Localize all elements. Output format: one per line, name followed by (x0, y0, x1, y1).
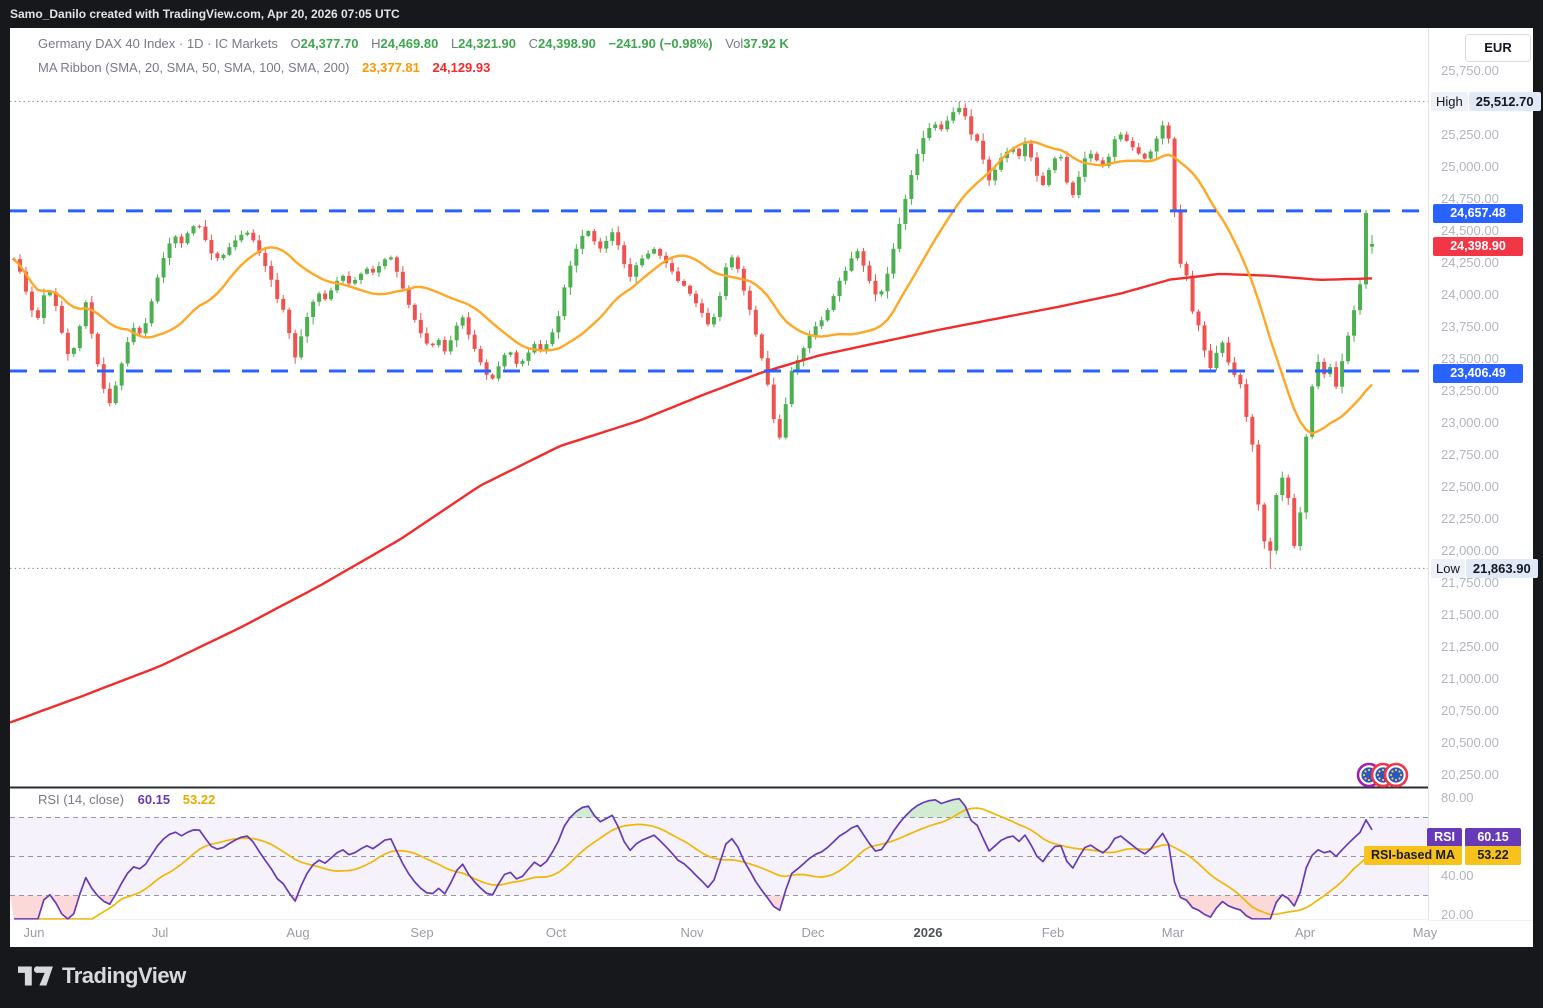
price-tick-label: 20,500.00 (1441, 735, 1499, 750)
low-price-marker: Low 21,863.90 (1431, 559, 1538, 579)
watermark-bar: Samo_Danilo created with TradingView.com… (0, 0, 1543, 28)
time-axis-label: Oct (545, 925, 567, 940)
sma20-value: 23,377.81 (362, 60, 420, 75)
price-tick-label: 25,250.00 (1441, 127, 1499, 142)
time-axis-label: Dec (801, 925, 825, 940)
rsi-ma-legend-value: 53.22 (182, 792, 216, 807)
time-axis-label: Apr (1294, 925, 1316, 940)
rsi-ma-name-chip: RSI-based MA (1363, 846, 1462, 866)
time-axis-label: Jun (23, 925, 45, 940)
close-value: 24,398.90 (538, 36, 596, 51)
currency-button[interactable]: EUR (1465, 34, 1531, 62)
symbol-title[interactable]: Germany DAX 40 Index · 1D · IC Markets (38, 36, 278, 51)
price-tick-label: 24,750.00 (1441, 191, 1499, 206)
price-axis[interactable]: EUR High 25,512.70 Low 21,863.90 24,657.48… (1428, 28, 1541, 922)
price-tick-label: 25,000.00 (1441, 159, 1499, 174)
high-price-marker: High 25,512.70 (1431, 92, 1541, 112)
volume-value: 37.92 K (743, 36, 789, 51)
price-tick-label: 21,750.00 (1441, 575, 1499, 590)
ma-ribbon-row: MA Ribbon (SMA, 20, SMA, 50, SMA, 100, S… (38, 58, 789, 82)
price-tick-label: 24,500.00 (1441, 223, 1499, 238)
rsi-legend-value: 60.15 (137, 792, 171, 807)
rsi-tick-label: 80.00 (1441, 790, 1474, 805)
rsi-tick-label: 20.00 (1441, 907, 1474, 922)
rsi-legend-title[interactable]: RSI (14, close) (38, 792, 124, 807)
ma-ribbon-label[interactable]: MA Ribbon (SMA, 20, SMA, 50, SMA, 100, S… (38, 60, 350, 75)
high-value: 24,469.80 (380, 36, 439, 51)
upper-level-price-label: 24,657.48 (1433, 203, 1523, 223)
time-axis-label: Sep (410, 925, 434, 940)
time-axis[interactable]: Jun Jul Aug Sep Oct Nov Dec 2026 Feb Mar Apr May (10, 920, 1437, 947)
tradingview-logo-icon (18, 966, 53, 986)
low-value: 24,321.90 (458, 36, 517, 51)
close-label: C (528, 36, 539, 51)
sma200-value: 24,129.93 (432, 60, 491, 75)
low-marker-value: 21,863.90 (1465, 559, 1538, 579)
price-tick-label: 22,500.00 (1441, 479, 1499, 494)
time-axis-label: Jul (151, 925, 169, 940)
price-tick-label: 21,500.00 (1441, 607, 1499, 622)
price-tick-label: 24,250.00 (1441, 255, 1499, 270)
time-axis-label: Nov (680, 925, 704, 940)
rsi-name-chip: RSI (1427, 827, 1462, 847)
symbol-row: Germany DAX 40 Index · 1D · IC Markets O… (38, 34, 789, 58)
price-tick-label: 23,000.00 (1441, 415, 1499, 430)
chart-plot-area[interactable] (10, 28, 1533, 947)
price-tick-label: 24,000.00 (1441, 287, 1499, 302)
price-tick-label: 20,750.00 (1441, 703, 1499, 718)
high-marker-prefix: High (1431, 92, 1468, 112)
high-marker-value: 25,512.70 (1468, 92, 1541, 112)
volume-label: Vol (725, 36, 744, 51)
price-tick-label: 23,750.00 (1441, 319, 1499, 334)
chart-legend: Germany DAX 40 Index · 1D · IC Markets O… (38, 34, 789, 82)
time-axis-label: May (1412, 925, 1438, 940)
rsi-ma-value-label: 53.22 (1465, 846, 1521, 866)
eu-flag-badge[interactable] (1383, 762, 1409, 788)
price-tick-label: 23,250.00 (1441, 383, 1499, 398)
open-label: O (290, 36, 301, 51)
tradingview-logo-text: TradingView (62, 963, 186, 988)
price-tick-label: 20,250.00 (1441, 767, 1499, 782)
time-axis-label: Mar (1161, 925, 1185, 940)
low-marker-prefix: Low (1431, 559, 1465, 579)
time-axis-label: Feb (1041, 925, 1065, 940)
tradingview-logo[interactable]: TradingView (18, 963, 186, 989)
open-value: 24,377.70 (300, 36, 359, 51)
rsi-tick-label: 40.00 (1441, 868, 1474, 883)
price-tick-label: 22,750.00 (1441, 447, 1499, 462)
price-tick-label: 22,000.00 (1441, 543, 1499, 558)
high-label: H (371, 36, 381, 51)
watermark-text: Samo_Danilo created with TradingView.com… (10, 7, 400, 21)
last-price-label: 24,398.90 (1433, 236, 1523, 256)
price-tick-label: 21,250.00 (1441, 639, 1499, 654)
change-value: −241.90 (−0.98%) (608, 36, 713, 51)
price-tick-label: 21,000.00 (1441, 671, 1499, 686)
price-tick-label: 23,500.00 (1441, 351, 1499, 366)
rsi-legend: RSI (14, close) 60.15 53.22 (38, 792, 215, 807)
time-axis-label: 2026 (913, 925, 943, 940)
price-tick-label: 25,750.00 (1441, 63, 1499, 78)
price-tick-label: 22,250.00 (1441, 511, 1499, 526)
low-label: L (450, 36, 459, 51)
rsi-value-label: 60.15 (1465, 827, 1521, 847)
time-axis-label: Aug (286, 925, 310, 940)
footer-bar: TradingView (0, 947, 1543, 1008)
lower-level-price-label: 23,406.49 (1433, 363, 1523, 383)
economic-event-badges[interactable] (1354, 760, 1414, 790)
